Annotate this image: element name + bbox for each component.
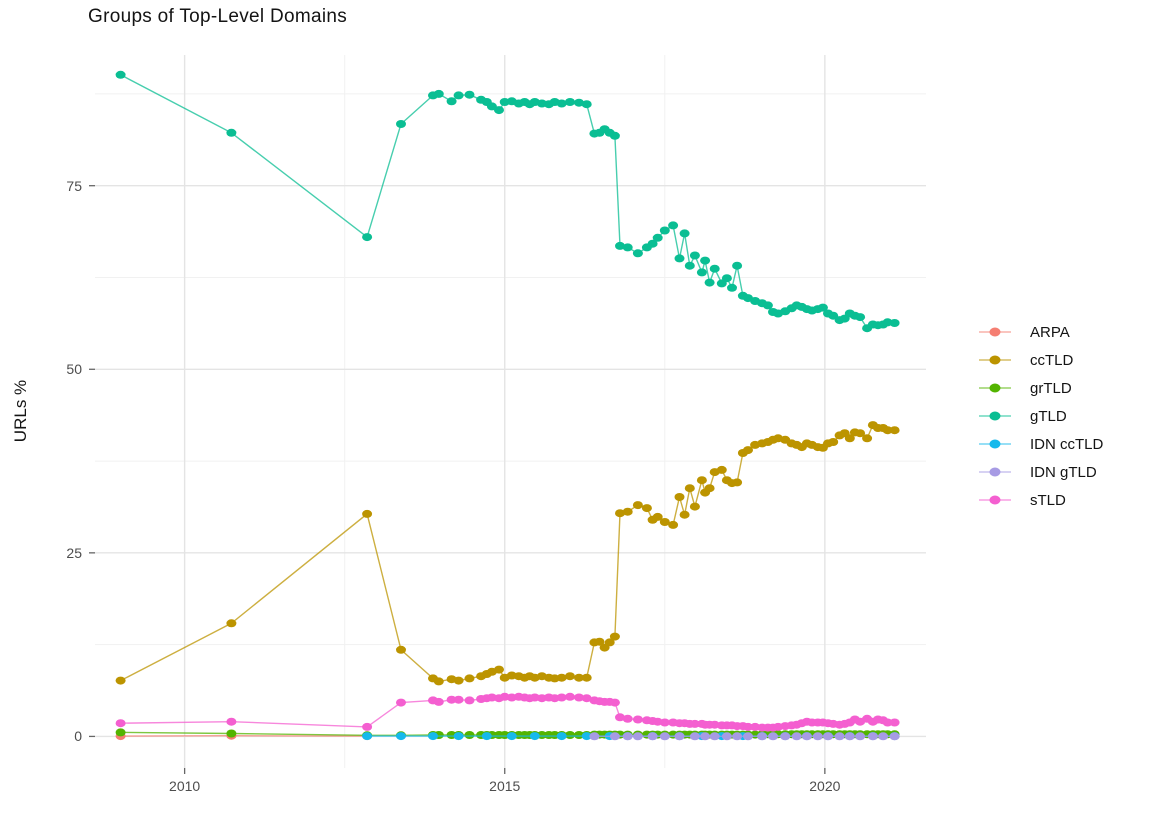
- legend-label-stld: sTLD: [1030, 491, 1066, 509]
- legend-item-stld: sTLD: [978, 490, 1103, 510]
- legend-key-cctld: [979, 355, 1011, 365]
- legend-label-grtld: grTLD: [1030, 379, 1072, 397]
- y-tick-label-50: 50: [66, 361, 82, 378]
- legend: ARPA ccTLD grTLD gTLD IDN ccTLD IDN gTLD…: [978, 322, 1103, 518]
- chart-title: Groups of Top-Level Domains: [88, 6, 348, 27]
- x-tick-label-2010: 2010: [169, 778, 201, 794]
- legend-label-arpa: ARPA: [1030, 323, 1070, 341]
- legend-key-idn-cctld: [979, 439, 1011, 449]
- legend-label-idn-cctld: IDN ccTLD: [1030, 435, 1104, 453]
- legend-item-idn-cctld: IDN ccTLD: [978, 434, 1103, 454]
- legend-key-idn-gtld: [979, 467, 1011, 477]
- legend-key-grtld: [979, 383, 1011, 393]
- legend-label-gtld: gTLD: [1030, 407, 1067, 425]
- legend-item-grtld: grTLD: [978, 378, 1103, 398]
- legend-item-idn-gtld: IDN gTLD: [978, 462, 1103, 482]
- legend-key-stld: [979, 495, 1011, 505]
- legend-item-gtld: gTLD: [978, 406, 1103, 426]
- y-tick-label-75: 75: [66, 177, 82, 194]
- legend-item-arpa: ARPA: [978, 322, 1103, 342]
- x-tick-label-2020: 2020: [809, 778, 841, 794]
- legend-key-gtld: [979, 411, 1011, 421]
- legend-label-idn-gtld: IDN gTLD: [1030, 463, 1097, 481]
- legend-item-cctld: ccTLD: [978, 350, 1103, 370]
- y-tick-label-0: 0: [74, 728, 82, 745]
- legend-key-arpa: [979, 327, 1011, 337]
- y-tick-label-25: 25: [66, 544, 82, 561]
- x-tick-label-2015: 2015: [489, 778, 521, 794]
- legend-label-cctld: ccTLD: [1030, 351, 1074, 369]
